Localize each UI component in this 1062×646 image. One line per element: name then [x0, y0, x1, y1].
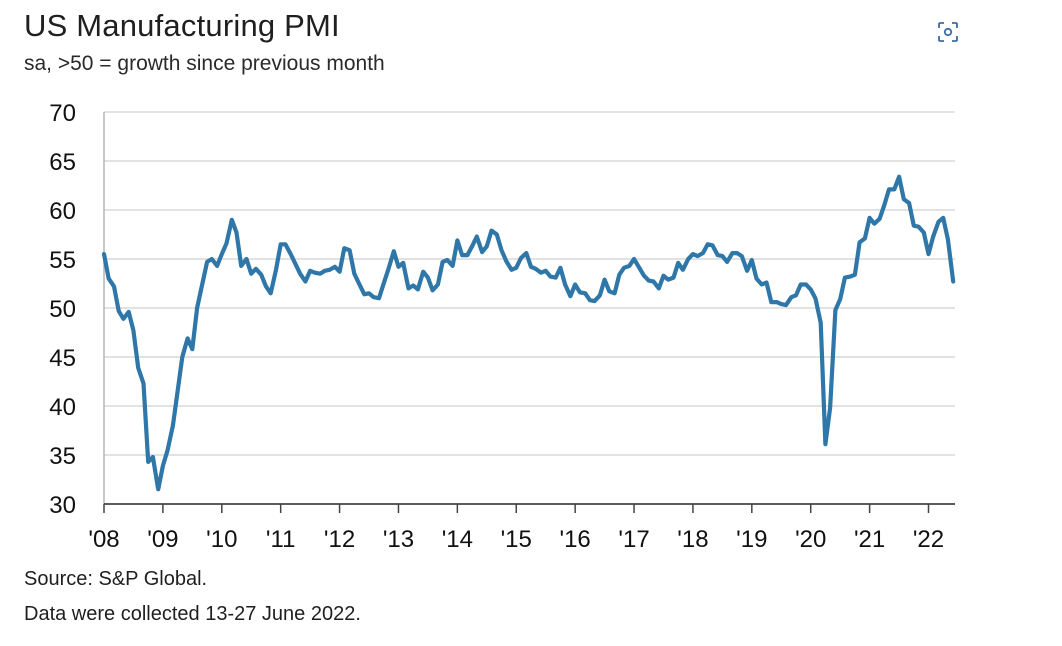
chart-title: US Manufacturing PMI	[24, 8, 340, 43]
x-tick-label: '19	[736, 526, 767, 553]
y-tick-label: 50	[49, 296, 76, 323]
series-line-0	[101, 174, 956, 492]
y-tick-label: 30	[49, 492, 76, 519]
x-tick-label: '12	[324, 526, 355, 553]
y-tick-label: 60	[49, 198, 76, 225]
x-tick-label: '10	[206, 526, 237, 553]
axes	[103, 112, 955, 513]
x-tick-label: '20	[795, 526, 826, 553]
x-tick-label: '22	[913, 526, 944, 553]
x-tick-label: '15	[501, 526, 532, 553]
y-tick-labels: 30 35 40 45 50 55 60 65 70	[49, 100, 76, 519]
x-tick-label: '11	[266, 526, 296, 553]
y-tick-label: 70	[49, 100, 76, 127]
x-tick-label: '14	[442, 526, 473, 553]
x-tick-label: '17	[618, 526, 649, 553]
x-tick-label: '08	[88, 526, 119, 553]
lens-icon	[938, 22, 958, 42]
x-tick-label: '21	[854, 526, 885, 553]
y-tick-label: 40	[49, 394, 76, 421]
series-layer	[101, 174, 956, 492]
y-tick-label: 55	[49, 247, 76, 274]
x-tick-labels: '08 '09 '10 '11 '12 '13 '14 '15 '16 '17 '18 '19 '20 '…	[88, 526, 944, 553]
x-tick-label: '09	[147, 526, 178, 553]
x-tick-label: '18	[677, 526, 708, 553]
gridlines	[104, 111, 955, 456]
collection-note: Data were collected 13-27 June 2022.	[24, 603, 361, 625]
y-tick-label: 45	[49, 345, 76, 372]
source-note: Source: S&P Global.	[24, 568, 208, 590]
visual-search-button[interactable]	[936, 20, 960, 44]
x-tick-label: '16	[560, 526, 591, 553]
x-tick-label: '13	[383, 526, 414, 553]
y-tick-label: 65	[49, 149, 76, 176]
chart-subtitle: sa, >50 = growth since previous month	[24, 52, 385, 75]
y-tick-label: 35	[49, 443, 76, 470]
